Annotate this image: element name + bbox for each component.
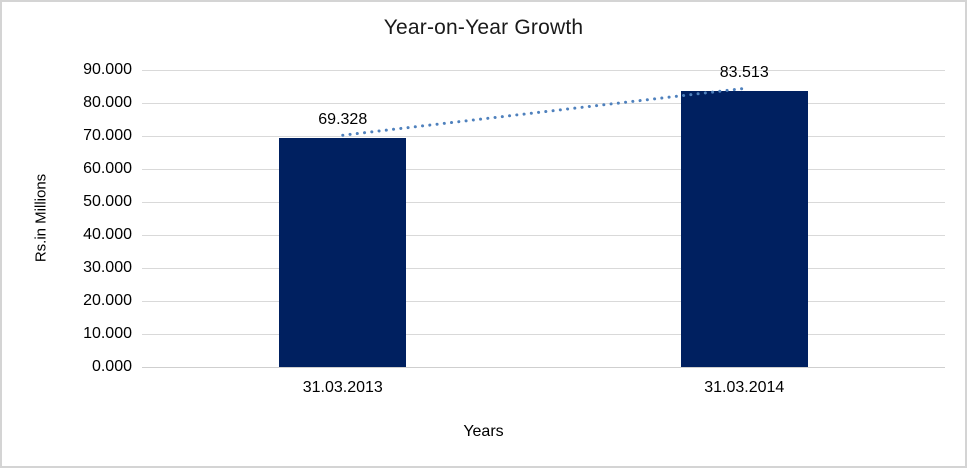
gridline [142,202,945,203]
y-tick-label: 70.000 [83,127,132,144]
gridline [142,235,945,236]
y-tick-label: 20.000 [83,292,132,309]
gridline [142,70,945,71]
plot-area: 69.328 83.513 [142,64,945,368]
gridline [142,169,945,170]
trendline [341,86,746,137]
data-label: 83.513 [719,64,769,82]
data-label: 69.328 [318,111,368,129]
y-tick-label: 30.000 [83,259,132,276]
chart-title: Year-on-Year Growth [383,16,584,39]
bar-31.03.2013 [279,138,407,367]
bar-31.03.2014 [680,91,808,367]
x-tick-label: 31.03.2013 [302,379,383,396]
x-axis-line [142,367,945,368]
x-tick-label: 31.03.2014 [704,379,785,396]
gridline [142,136,945,137]
y-axis-title: Rs.in Millions [32,173,50,263]
gridline [142,334,945,335]
y-tick-label: 50.000 [83,193,132,210]
y-tick-label: 10.000 [83,325,132,342]
y-tick-label: 60.000 [83,160,132,177]
y-axis-tick-labels: 0.000 10.000 20.000 30.000 40.000 50.000 60.00… [2,61,132,375]
x-axis-title: Years [463,423,504,440]
y-tick-label: 40.000 [83,226,132,243]
gridline [142,301,945,302]
gridline [142,268,945,269]
y-tick-label: 80.000 [83,94,132,111]
y-tick-label: 90.000 [83,61,132,78]
gridline [142,103,945,104]
y-tick-label: 0.000 [91,358,132,375]
